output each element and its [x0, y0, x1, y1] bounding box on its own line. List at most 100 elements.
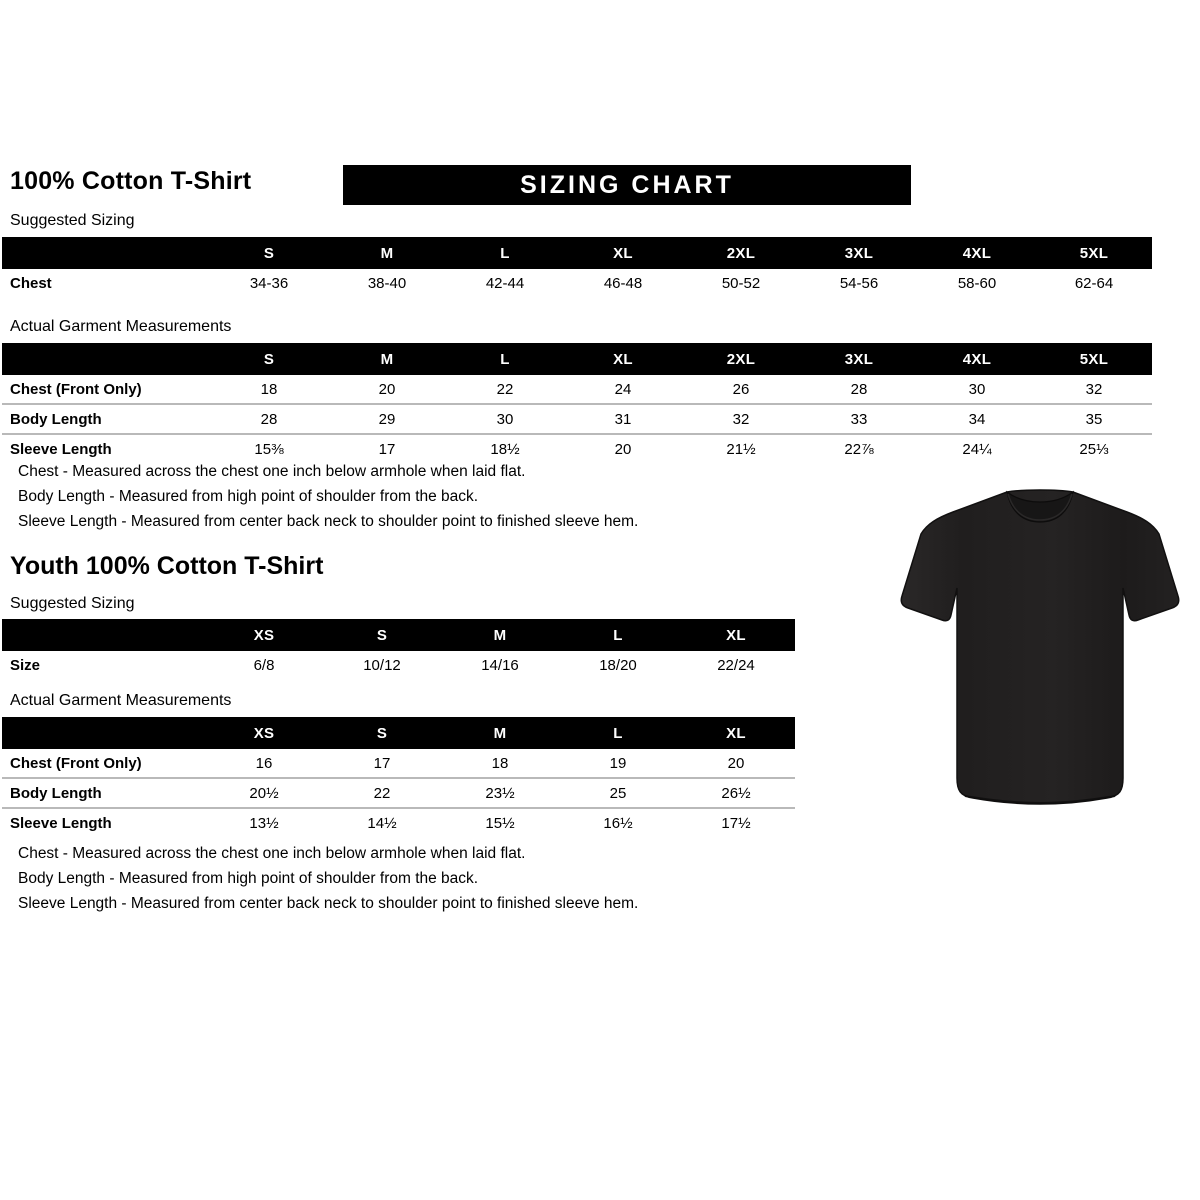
table-row: Body Length 20½ 22 23½ 25 26½ [2, 777, 795, 808]
adult-suggested-header-label-cell [2, 237, 210, 269]
title-row: 100% Cotton T-Shirt SIZING CHART [10, 165, 1190, 211]
table-cell: 22⅞ [800, 433, 918, 463]
table-cell: 54-56 [839, 274, 879, 292]
table-row: Size 6/8 10/12 14/16 18/20 22/24 [2, 651, 795, 679]
youth-actual-column-header-s: S [376, 724, 388, 742]
table-cell: 15⅜ [210, 433, 328, 463]
adult-actual-column-header-5xl: 5XL [1079, 350, 1109, 368]
adult-actual-column-header-l: L [500, 350, 510, 368]
table-cell: 25⅓ [1036, 433, 1152, 463]
table-cell: 17 [373, 754, 391, 772]
table-cell: 21½ [682, 433, 800, 463]
table-cell: 22 [323, 777, 441, 808]
table-cell: 35 [1036, 403, 1152, 434]
adult-actual-row-label: Chest (Front Only) [10, 380, 142, 398]
table-row: Body Length 28 29 30 31 32 33 34 35 [2, 403, 1152, 434]
youth-actual-row-label: Chest (Front Only) [10, 754, 142, 772]
table-cell: 32 [1085, 380, 1103, 398]
table-header-row: S M L XL 2XL 3XL 4XL 5XL [2, 343, 1152, 375]
table-cell: 29 [328, 403, 446, 434]
table-cell: 10/12 [363, 656, 401, 674]
table-cell: 34 [918, 403, 1036, 434]
youth-actual-row-label: Body Length [2, 777, 205, 808]
table-cell: 30 [968, 380, 986, 398]
youth-suggested-column-header-l: L [613, 626, 623, 644]
table-cell: 28 [850, 380, 868, 398]
table-cell: 26 [732, 380, 750, 398]
table-cell: 13½ [205, 807, 323, 837]
table-cell: 22/24 [717, 656, 755, 674]
table-cell: 24 [614, 380, 632, 398]
table-cell: 18/20 [599, 656, 637, 674]
adult-actual-column-header-xl: XL [613, 350, 633, 368]
table-cell: 18 [491, 754, 509, 772]
table-cell: 22 [496, 380, 514, 398]
tshirt-illustration [895, 478, 1185, 818]
youth-suggested-column-header-xs: XS [253, 626, 275, 644]
adult-suggested-column-header-2xl: 2XL [726, 244, 756, 262]
adult-suggested-column-header-xl: XL [613, 244, 633, 262]
table-body: Size 6/8 10/12 14/16 18/20 22/24 [2, 651, 795, 679]
adult-note-1: Chest - Measured across the chest one in… [18, 463, 526, 480]
adult-actual-measurements-caption: Actual Garment Measurements [10, 318, 232, 335]
youth-actual-row-label: Sleeve Length [2, 807, 205, 837]
youth-suggested-row-label: Size [10, 656, 41, 674]
table-cell: 16 [255, 754, 273, 772]
table-cell: 15½ [441, 807, 559, 837]
table-row: Sleeve Length 15⅜ 17 18½ 20 21½ 22⅞ 24¼ 25⅓ [2, 433, 1152, 463]
youth-suggested-sizing-table: XS S M L XL Size 6/8 10/12 14/16 18/20 22/24 [2, 619, 795, 679]
table-row: Chest 34-36 38-40 42-44 46-48 50-52 54-56 58-60… [2, 269, 1152, 297]
sizing-chart-banner: SIZING CHART [343, 165, 911, 205]
table-cell: 42-44 [485, 274, 525, 292]
adult-note-3: Sleeve Length - Measured from center bac… [18, 513, 639, 530]
youth-suggested-header-label-cell [2, 619, 205, 651]
youth-actual-column-header-m: M [493, 724, 507, 742]
youth-actual-column-header-xs: XS [253, 724, 275, 742]
table-cell: 17 [328, 433, 446, 463]
adult-suggested-column-header-3xl: 3XL [844, 244, 874, 262]
adult-actual-column-header-s: S [263, 350, 275, 368]
adult-actual-column-header-3xl: 3XL [844, 350, 874, 368]
youth-actual-measurements-table: XS S M L XL Chest (Front Only) 16 17 18 19 20 Body… [2, 717, 795, 837]
table-cell: 18 [260, 380, 278, 398]
youth-suggested-column-header-xl: XL [726, 626, 746, 644]
table-cell: 31 [564, 403, 682, 434]
table-cell: 32 [682, 403, 800, 434]
table-body: Chest (Front Only) 16 17 18 19 20 Body Length 2… [2, 749, 795, 837]
table-cell: 14½ [323, 807, 441, 837]
adult-suggested-sizing-table: S M L XL 2XL 3XL 4XL 5XL Chest 34-36 38-40 42-44 46… [2, 237, 1152, 297]
adult-suggested-column-header-5xl: 5XL [1079, 244, 1109, 262]
youth-section-title: Youth 100% Cotton T-Shirt [10, 552, 324, 580]
table-cell: 20½ [205, 777, 323, 808]
table-cell: 6/8 [253, 656, 275, 674]
tshirt-icon [900, 489, 1180, 805]
table-cell: 58-60 [957, 274, 997, 292]
adult-actual-measurements-table: S M L XL 2XL 3XL 4XL 5XL Chest (Front Only) 18 20… [2, 343, 1152, 463]
table-cell: 17½ [677, 807, 795, 837]
adult-actual-header-row: S M L XL 2XL 3XL 4XL 5XL [2, 343, 1152, 375]
adult-suggested-column-header-l: L [500, 244, 510, 262]
table-cell: 20 [378, 380, 396, 398]
adult-actual-column-header-m: M [380, 350, 394, 368]
table-header-row: S M L XL 2XL 3XL 4XL 5XL [2, 237, 1152, 269]
adult-actual-header-label-cell [2, 343, 210, 375]
youth-suggested-column-header-s: S [376, 626, 388, 644]
table-cell: 16½ [559, 807, 677, 837]
adult-suggested-column-header-4xl: 4XL [962, 244, 992, 262]
table-cell: 30 [446, 403, 564, 434]
table-cell: 28 [210, 403, 328, 434]
table-cell: 46-48 [603, 274, 643, 292]
table-row: Chest (Front Only) 16 17 18 19 20 [2, 749, 795, 778]
table-row: Sleeve Length 13½ 14½ 15½ 16½ 17½ [2, 807, 795, 837]
table-header-row: XS S M L XL [2, 717, 795, 749]
table-cell: 50-52 [721, 274, 761, 292]
table-cell: 14/16 [481, 656, 519, 674]
youth-actual-header-row: XS S M L XL [2, 717, 795, 749]
table-cell: 26½ [677, 777, 795, 808]
table-cell: 25 [559, 777, 677, 808]
table-header-row: XS S M L XL [2, 619, 795, 651]
table-cell: 33 [800, 403, 918, 434]
sizing-chart-banner-label: SIZING CHART [520, 171, 734, 199]
table-cell: 20 [727, 754, 745, 772]
